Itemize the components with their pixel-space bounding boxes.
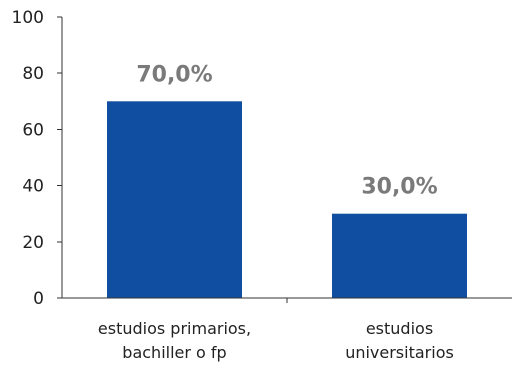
bar [332,213,467,298]
y-tick-label: 40 [22,177,44,197]
y-tick-label: 20 [22,233,44,253]
y-tick-label: 60 [22,120,44,140]
y-tick-label: 100 [12,8,44,28]
x-category-label: universitarios [345,343,454,362]
y-tick-label: 0 [33,289,44,309]
labels-layer: 0 20 40 60 80 100 70,0% estudios primarios, bach… [12,8,454,362]
bar-data-label: 30,0% [361,175,437,200]
y-tick-label: 80 [22,64,44,84]
axes-layer [57,16,512,303]
x-category-label: bachiller o fp [122,343,226,362]
x-category-label: estudios [366,319,433,338]
bars-layer [107,101,467,298]
x-category-label: estudios primarios, [98,319,251,338]
bar [107,101,242,298]
bar-data-label: 70,0% [136,62,212,87]
